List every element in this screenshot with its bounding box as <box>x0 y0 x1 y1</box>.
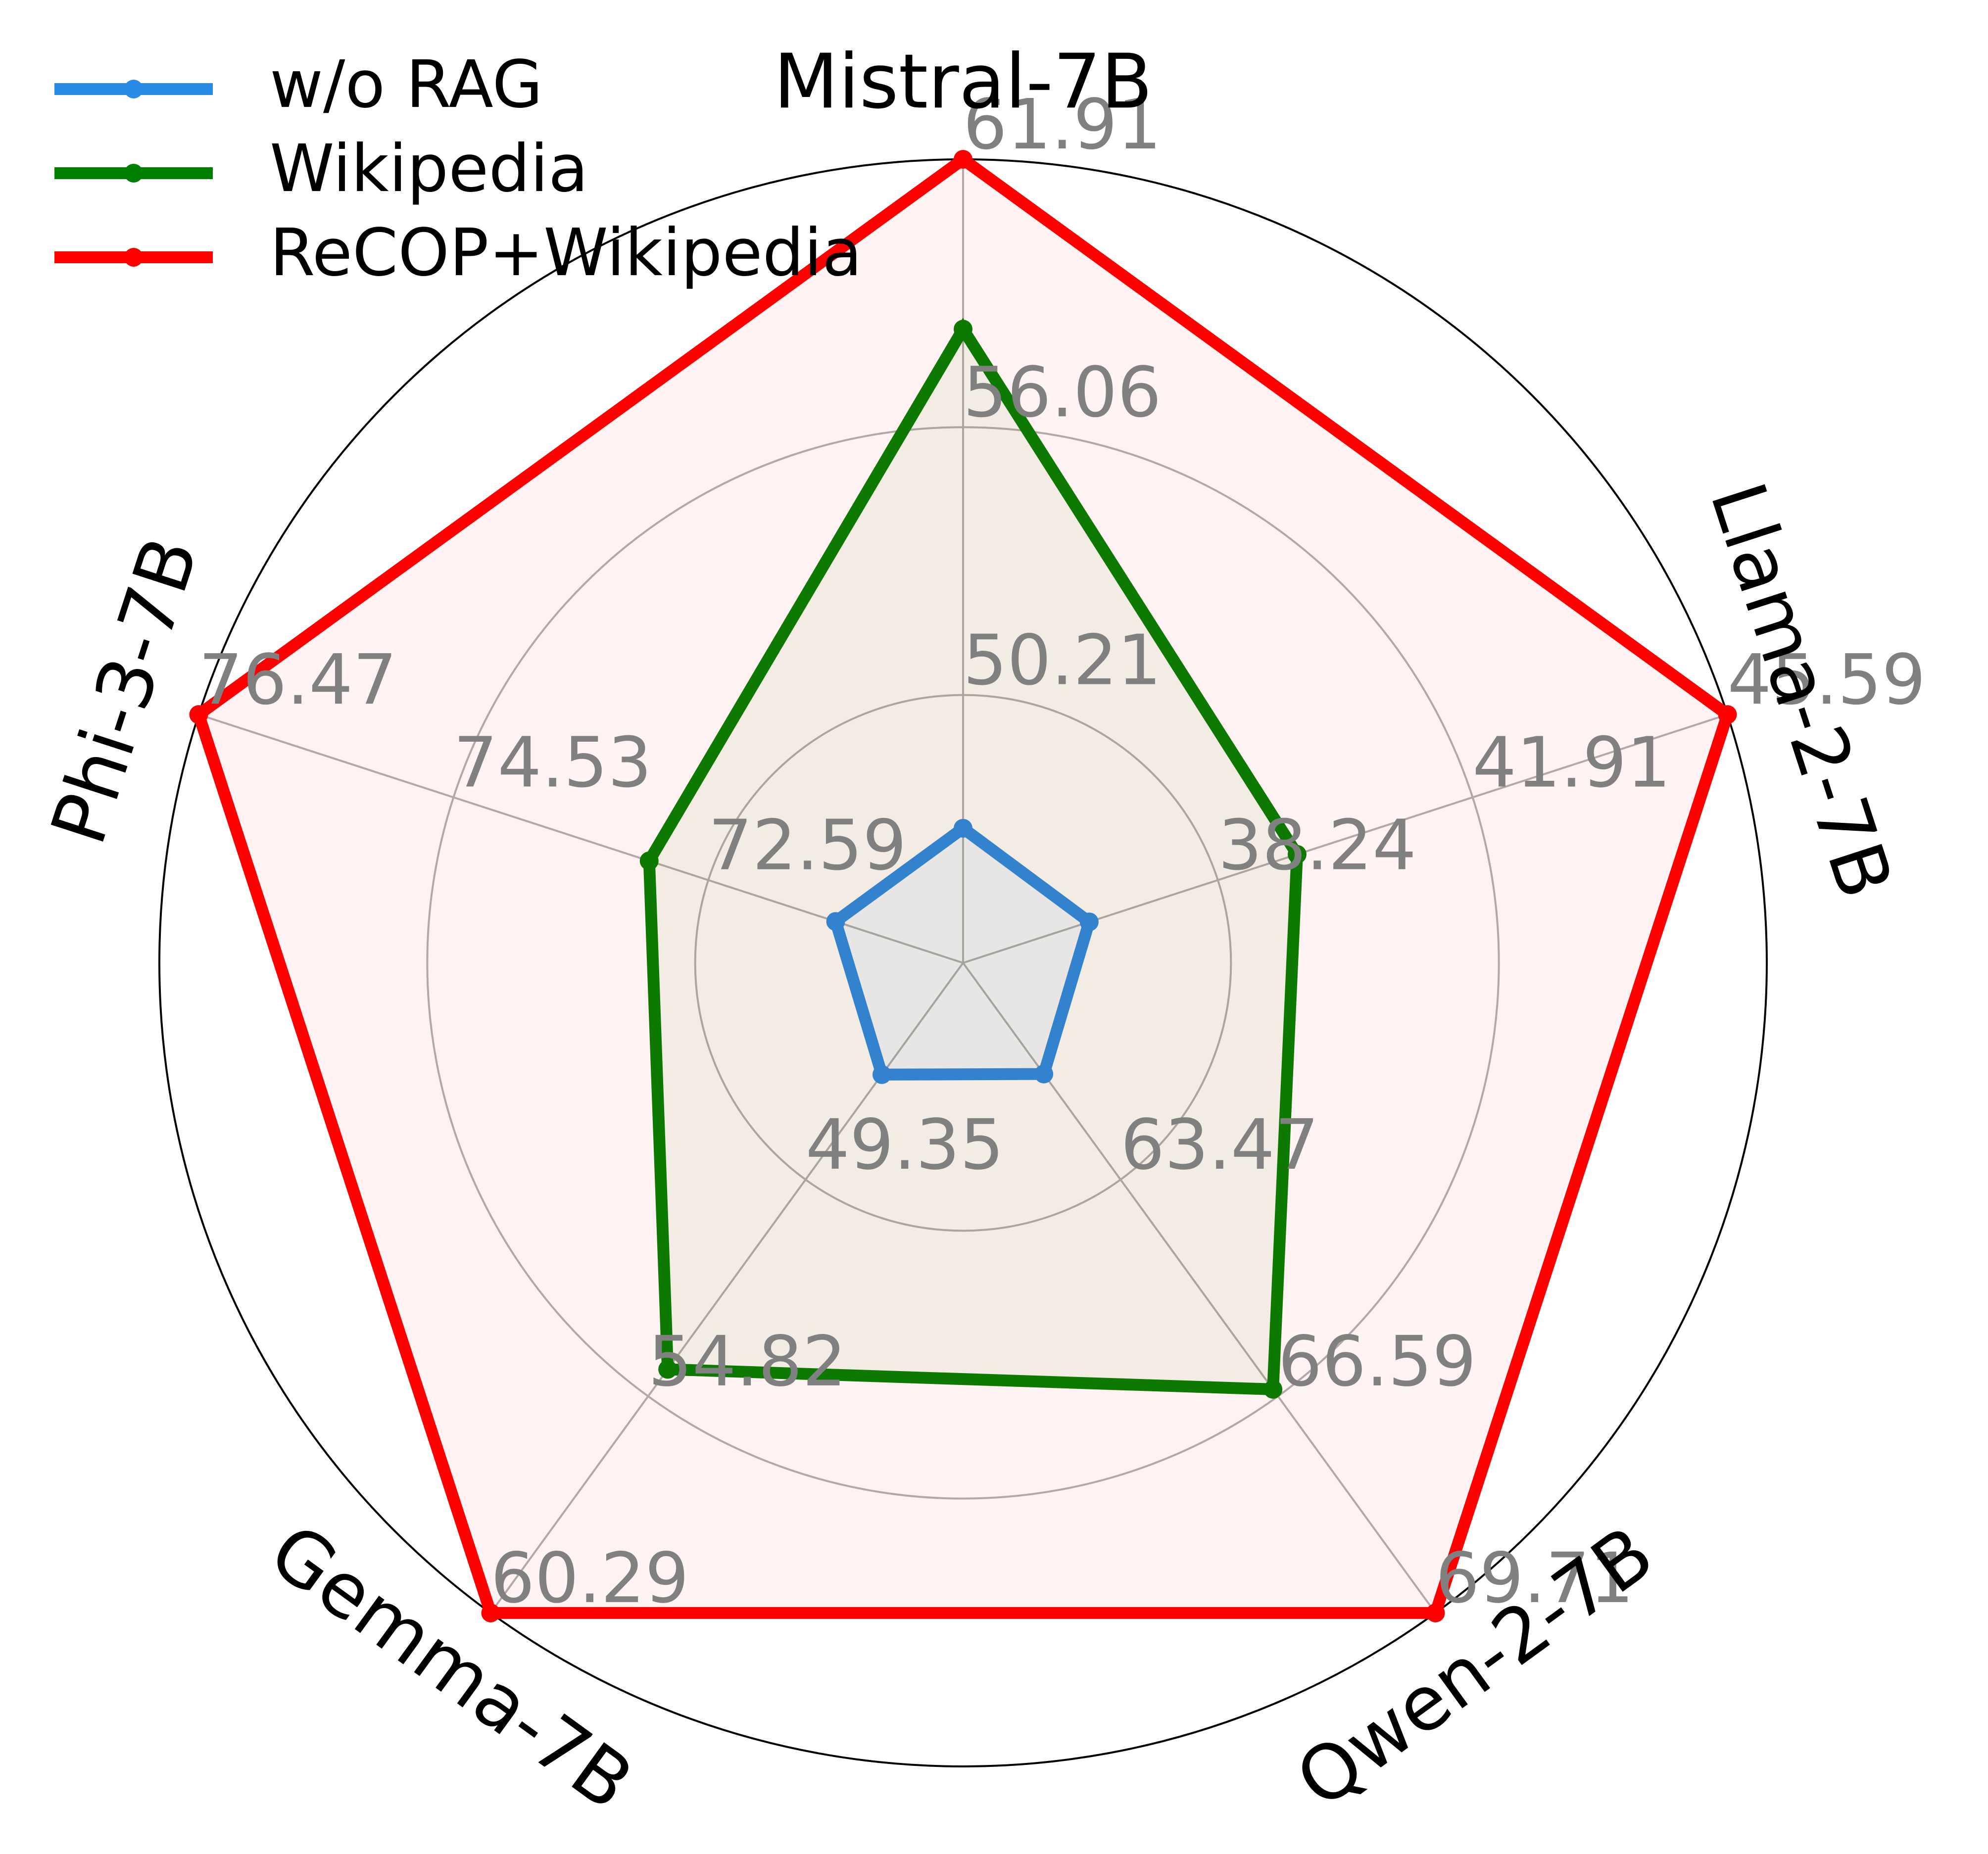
data-point <box>1426 1603 1445 1622</box>
data-point <box>826 912 845 931</box>
data-point <box>1263 1379 1283 1399</box>
data-point <box>639 851 659 870</box>
tick-label: 66.59 <box>1278 1322 1476 1402</box>
data-point <box>481 1603 500 1622</box>
data-point <box>872 1065 891 1084</box>
legend-label: w/o RAG <box>270 47 543 123</box>
tick-label: 49.35 <box>806 1105 1004 1186</box>
legend-label: ReCOP+Wikipedia <box>270 215 862 291</box>
data-point <box>189 705 208 724</box>
data-point <box>1079 912 1099 932</box>
data-point <box>954 818 972 838</box>
tick-label: 76.47 <box>198 640 397 720</box>
tick-label: 41.91 <box>1472 723 1671 804</box>
legend-marker <box>124 164 143 183</box>
tick-label: 72.59 <box>708 806 907 886</box>
series-area <box>828 821 1096 1081</box>
legend-label: Wikipedia <box>270 131 588 207</box>
category-label: Mistral-7B <box>774 38 1153 125</box>
data-point <box>658 1360 678 1379</box>
tick-label: 45.59 <box>1728 640 1926 720</box>
legend-marker <box>124 80 143 98</box>
category-label: Phi-3-7B <box>34 527 215 854</box>
data-point <box>954 150 972 169</box>
data-point <box>1287 845 1307 864</box>
tick-label: 69.71 <box>1436 1538 1634 1619</box>
tick-label: 61.91 <box>963 85 1162 165</box>
data-point <box>954 320 972 339</box>
data-point <box>1718 705 1737 724</box>
tick-label: 38.24 <box>1218 806 1416 886</box>
tick-label: 56.06 <box>963 352 1162 433</box>
legend-marker <box>124 248 143 267</box>
tick-label: 60.29 <box>490 1538 689 1619</box>
tick-label: 63.47 <box>1120 1105 1319 1186</box>
tick-label: 74.53 <box>453 722 652 803</box>
tick-label: 50.21 <box>963 620 1162 701</box>
series-area <box>192 152 1735 1619</box>
series-area <box>643 318 1304 1396</box>
data-point <box>1034 1064 1054 1084</box>
tick-label: 54.82 <box>648 1322 847 1402</box>
